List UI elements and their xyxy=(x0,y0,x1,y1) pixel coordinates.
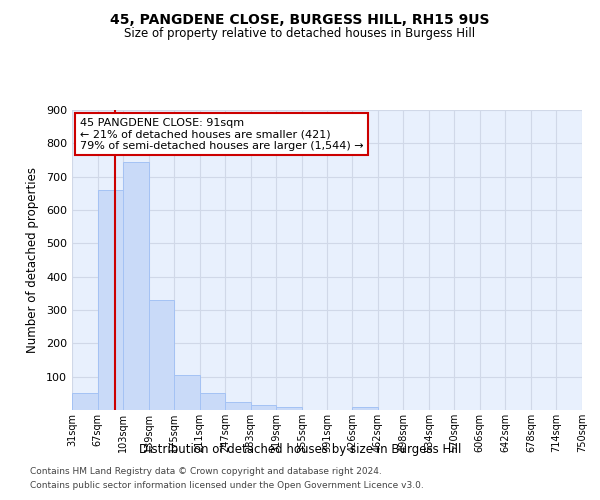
Bar xyxy=(72,394,98,410)
Bar xyxy=(200,394,225,410)
Bar xyxy=(352,408,378,410)
Text: 45, PANGDENE CLOSE, BURGESS HILL, RH15 9US: 45, PANGDENE CLOSE, BURGESS HILL, RH15 9… xyxy=(110,12,490,26)
Bar xyxy=(174,375,200,410)
Bar xyxy=(98,190,123,410)
Bar xyxy=(123,162,149,410)
Text: Size of property relative to detached houses in Burgess Hill: Size of property relative to detached ho… xyxy=(124,28,476,40)
Text: Contains HM Land Registry data © Crown copyright and database right 2024.: Contains HM Land Registry data © Crown c… xyxy=(30,468,382,476)
Bar xyxy=(251,405,276,410)
Y-axis label: Number of detached properties: Number of detached properties xyxy=(26,167,39,353)
Text: Contains public sector information licensed under the Open Government Licence v3: Contains public sector information licen… xyxy=(30,481,424,490)
Text: 45 PANGDENE CLOSE: 91sqm
← 21% of detached houses are smaller (421)
79% of semi-: 45 PANGDENE CLOSE: 91sqm ← 21% of detach… xyxy=(80,118,363,150)
Bar xyxy=(276,406,302,410)
Bar xyxy=(149,300,174,410)
Text: Distribution of detached houses by size in Burgess Hill: Distribution of detached houses by size … xyxy=(139,442,461,456)
Bar xyxy=(225,402,251,410)
